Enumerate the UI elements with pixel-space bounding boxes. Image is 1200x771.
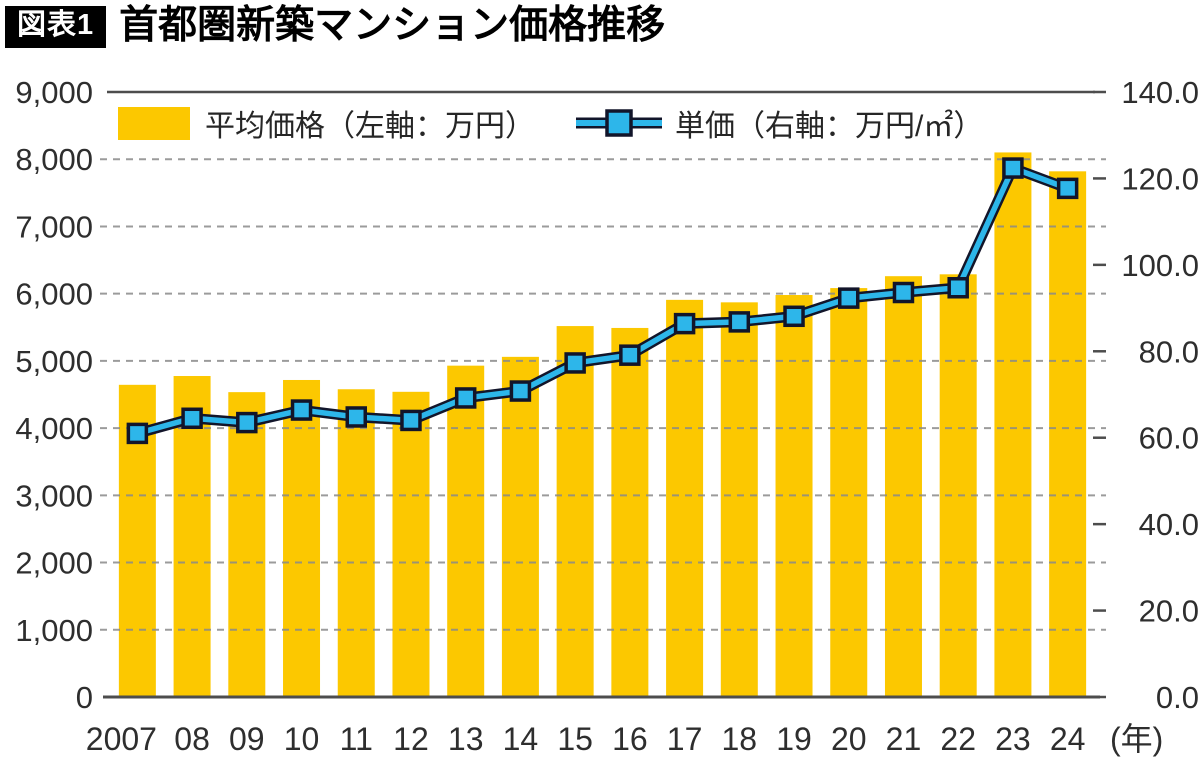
bar-10 [283,379,321,697]
x-axis-label-19: 19 [776,721,812,757]
right-axis-label-20: 20.0 [1139,594,1199,629]
bar-series-swatch-icon [118,106,190,140]
left-axis-label-7000: 7,000 [15,209,93,244]
marker-17 [673,312,696,335]
marker-12 [400,409,422,432]
right-axis-label-100: 100.0 [1121,248,1199,283]
x-axis-label-2007: 2007 [86,721,157,757]
left-axis-label-6000: 6,000 [15,277,93,312]
x-axis-label-20: 20 [831,721,867,757]
marker-11 [345,406,367,428]
marker-2007 [126,422,149,445]
line-series-marker-icon [576,109,662,137]
x-axis-label-12: 12 [393,721,429,757]
unit-price-line-outline [132,162,1073,439]
bar-11 [337,389,375,697]
bar-09 [228,392,266,697]
left-axis-label-8000: 8,000 [15,142,93,177]
unit-price-line [134,165,1071,437]
marker-20 [838,287,860,309]
right-axis-label-40: 40.0 [1139,507,1199,542]
bar-24 [1049,171,1087,698]
right-axis-label-60: 60.0 [1139,421,1199,456]
marker-16 [619,344,641,366]
marker-14 [509,380,532,402]
x-axis-label-21: 21 [886,721,922,757]
x-axis-label-09: 09 [229,721,265,757]
bar-15 [556,326,594,697]
bar-13 [447,365,485,697]
bar-series-label: 平均価格（左軸：万円） [205,110,535,143]
x-axis-label-10: 10 [284,721,320,757]
bar-16 [611,327,649,697]
marker-13 [454,387,477,409]
x-axis-label-11: 11 [340,721,373,757]
bar-14 [501,356,539,697]
right-axis-label-120: 120.0 [1121,161,1199,196]
x-axis-label-24: 24 [1050,721,1086,757]
x-axis-label-08: 08 [174,721,210,757]
bar-21 [884,276,922,697]
right-axis-label-140: 140.0 [1121,75,1199,110]
figure-header: 図表1 首都圏新築マンション価格推移 [5,6,665,48]
marker-24 [1056,177,1079,200]
bar-20 [830,288,868,697]
x-axis-label-16: 16 [612,721,648,757]
figure-badge: 図表1 [5,6,107,48]
bar-18 [720,302,758,697]
left-axis-label-5000: 5,000 [15,344,93,379]
x-axis-label-15: 15 [557,721,593,757]
x-axis-label-23: 23 [995,721,1031,757]
x-axis-label-14: 14 [503,721,539,757]
marker-23 [1002,157,1024,179]
bar-17 [666,299,704,697]
right-axis-label-80: 80.0 [1139,334,1199,369]
x-axis-label-13: 13 [448,721,484,757]
x-axis-label-18: 18 [722,721,758,757]
figure-title: 首都圏新築マンション価格推移 [119,4,666,48]
marker-10 [290,399,313,421]
bar-22 [939,274,977,697]
left-axis-label-9000: 9,000 [15,75,93,110]
right-axis-label-0: 0.0 [1156,680,1199,715]
line-series-label: 単価（右軸：万円/㎡） [675,110,984,143]
marker-18 [728,311,751,333]
marker-22 [947,277,969,299]
marker-08 [181,407,203,430]
marker-09 [236,411,258,434]
bar-23 [994,152,1032,697]
chart-legend: 平均価格（左軸：万円） 単価（右軸：万円/㎡） [118,102,983,144]
marker-19 [783,305,805,328]
marker-21 [892,281,915,304]
x-axis-label-17: 17 [667,721,703,757]
x-axis-label-22: 22 [940,721,976,757]
left-axis-label-4000: 4,000 [15,411,93,446]
x-axis-unit-label: (年) [1110,721,1163,757]
left-axis-label-3000: 3,000 [15,478,93,513]
marker-15 [564,352,586,374]
bar-08 [173,376,211,697]
left-axis-label-2000: 2,000 [15,546,93,581]
left-axis-label-1000: 1,000 [15,613,93,648]
left-axis-label-0: 0 [76,680,93,715]
bar-12 [392,391,430,697]
